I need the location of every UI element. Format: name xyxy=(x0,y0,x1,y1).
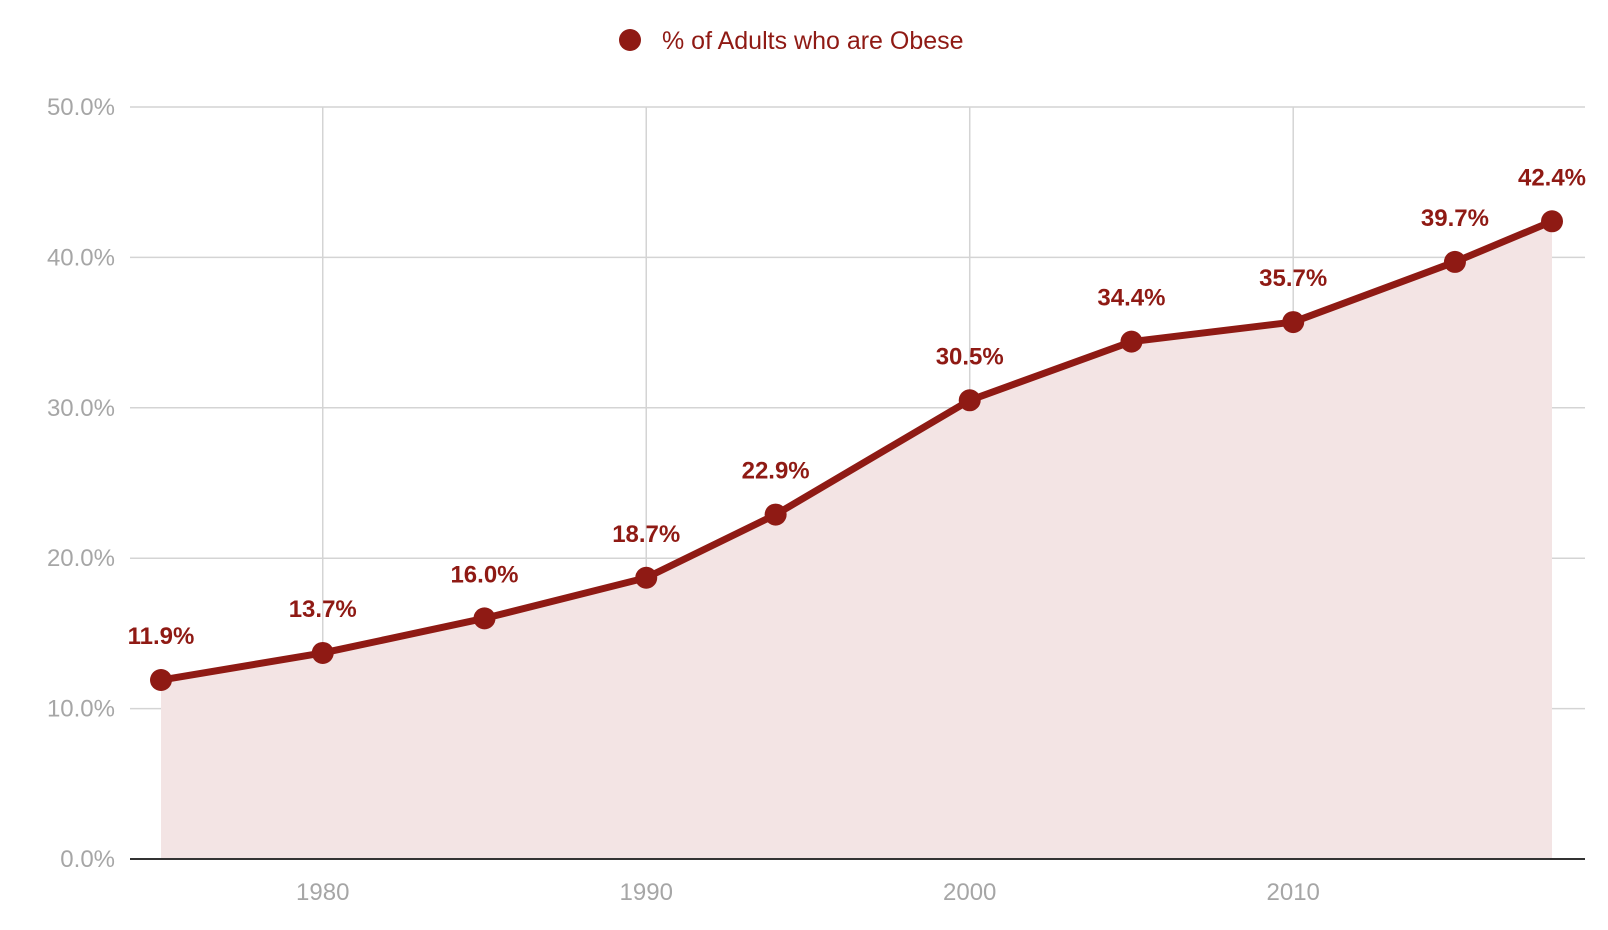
x-tick-label: 2000 xyxy=(943,879,996,906)
data-point-marker[interactable] xyxy=(958,389,981,412)
y-tick-label: 0.0% xyxy=(60,846,115,873)
data-point-marker[interactable] xyxy=(311,641,334,664)
area-fill-layer xyxy=(161,221,1552,859)
series-area-fill xyxy=(161,221,1552,859)
data-point-marker[interactable] xyxy=(1282,311,1305,334)
data-point-marker[interactable] xyxy=(1120,330,1143,353)
legend: % of Adults who are Obese xyxy=(619,27,964,55)
data-point-marker[interactable] xyxy=(473,607,496,630)
data-point-marker[interactable] xyxy=(1443,250,1466,273)
data-label: 35.7% xyxy=(1259,265,1327,292)
data-label: 16.0% xyxy=(450,561,518,588)
y-tick-label: 30.0% xyxy=(47,395,115,422)
data-point-marker[interactable] xyxy=(764,503,787,526)
x-tick-label: 1990 xyxy=(620,879,673,906)
data-label: 42.4% xyxy=(1518,164,1586,191)
data-points xyxy=(150,210,1563,692)
y-tick-label: 40.0% xyxy=(47,244,115,271)
data-label: 18.7% xyxy=(612,521,680,548)
data-label: 34.4% xyxy=(1097,285,1165,312)
legend-marker-icon xyxy=(619,29,641,51)
y-tick-label: 50.0% xyxy=(47,94,115,121)
data-label: 11.9% xyxy=(128,623,195,650)
data-labels: 11.9% 13.7% 16.0% 18.7% 22.9% 30.5% 34.4% 35.7%… xyxy=(128,164,1586,650)
x-tick-label: 1980 xyxy=(296,879,349,906)
legend-label: % of Adults who are Obese xyxy=(662,27,964,55)
data-point-marker[interactable] xyxy=(635,566,658,589)
data-label: 30.5% xyxy=(936,343,1004,370)
data-label: 22.9% xyxy=(742,458,810,485)
data-label: 39.7% xyxy=(1421,205,1489,232)
data-point-marker[interactable] xyxy=(150,669,172,692)
data-point-marker[interactable] xyxy=(1541,210,1563,233)
series-line xyxy=(157,217,1556,684)
data-label: 13.7% xyxy=(289,596,357,623)
axes: 0.0% 10.0% 20.0% 30.0% 40.0% 50.0% 1980 1990 200… xyxy=(47,94,1585,906)
x-tick-label: 2010 xyxy=(1267,879,1320,906)
y-tick-label: 20.0% xyxy=(47,545,115,572)
y-tick-label: 10.0% xyxy=(47,696,115,723)
series-line-layer xyxy=(157,217,1556,684)
